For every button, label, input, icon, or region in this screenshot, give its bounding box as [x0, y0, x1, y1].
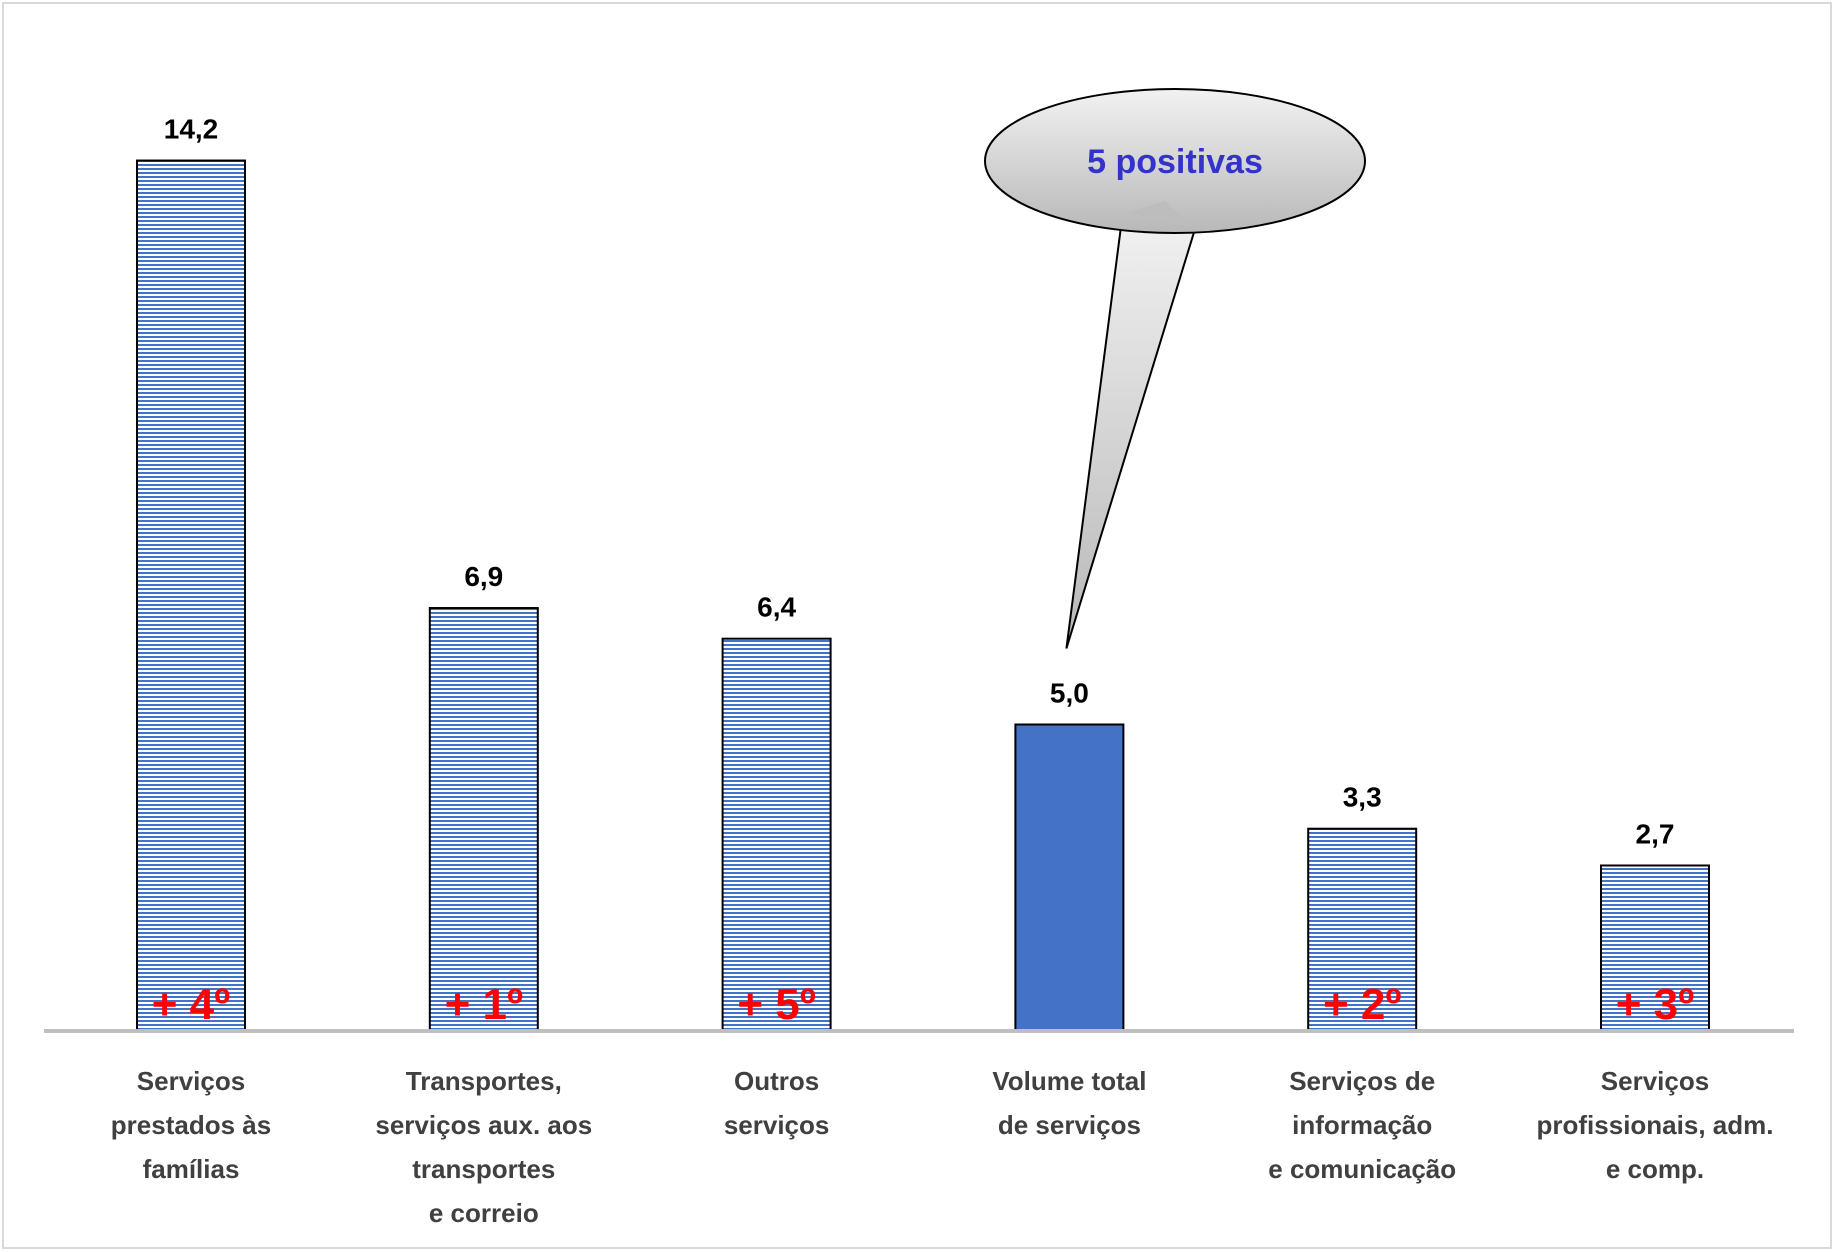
rank-label-0: + 4º	[152, 980, 230, 1029]
category-label-4-line-2: e comunicação	[1268, 1154, 1456, 1184]
bar-1	[428, 607, 539, 1033]
rank-label-4: + 2º	[1323, 980, 1401, 1029]
category-label-3-line-1: de serviços	[998, 1110, 1141, 1140]
category-label-1-line-0: Transportes,	[406, 1066, 562, 1096]
bar-0	[136, 159, 246, 1033]
category-label-5-line-0: Serviços	[1601, 1066, 1709, 1096]
value-label-2: 6,4	[757, 592, 796, 623]
callout-group: 5 positivas	[984, 88, 1366, 649]
category-label-5-line-1: profissionais, adm.	[1537, 1110, 1774, 1140]
category-label-0-line-2: famílias	[143, 1154, 240, 1184]
category-label-4-line-0: Serviços de	[1289, 1066, 1435, 1096]
callout-pointer	[1065, 209, 1197, 649]
bar-2	[721, 637, 832, 1032]
category-label-1-line-1: serviços aux. aos	[375, 1110, 592, 1140]
category-label-0-line-0: Serviços	[137, 1066, 245, 1096]
value-label-0: 14,2	[164, 114, 219, 145]
callout-text: 5 positivas	[1087, 143, 1263, 181]
category-label-5-line-2: e comp.	[1606, 1154, 1704, 1184]
rank-label-1: + 1º	[445, 980, 523, 1029]
value-label-4: 3,3	[1343, 782, 1382, 813]
category-label-2-line-1: serviços	[724, 1110, 830, 1140]
rank-label-2: + 5º	[737, 980, 815, 1029]
category-label-2-line-0: Outros	[734, 1066, 819, 1096]
value-label-5: 2,7	[1636, 818, 1675, 849]
bar-5	[1600, 864, 1710, 1032]
value-label-1: 6,9	[464, 561, 503, 592]
bar-4	[1307, 827, 1418, 1033]
category-label-1-line-3: e correio	[429, 1198, 539, 1228]
rank-label-5: + 3º	[1616, 980, 1694, 1029]
category-label-4-line-1: informação	[1292, 1110, 1432, 1140]
bar-3	[1014, 723, 1125, 1032]
category-labels-group: Serviços prestados às famílias Transportes,…	[111, 1066, 1774, 1228]
callout-bubble	[984, 88, 1366, 234]
callout-joint	[1125, 201, 1193, 227]
value-label-3: 5,0	[1050, 678, 1089, 709]
category-label-3-line-0: Volume total	[992, 1066, 1146, 1096]
category-label-1-line-2: transportes	[412, 1154, 555, 1184]
bars-group: 14,2 + 4º 6,9 + 1º 6,4 + 5º 5,0 3,3 + 2º 2,7 + 3º	[136, 114, 1710, 1033]
category-label-0-line-1: prestados às	[111, 1110, 271, 1140]
